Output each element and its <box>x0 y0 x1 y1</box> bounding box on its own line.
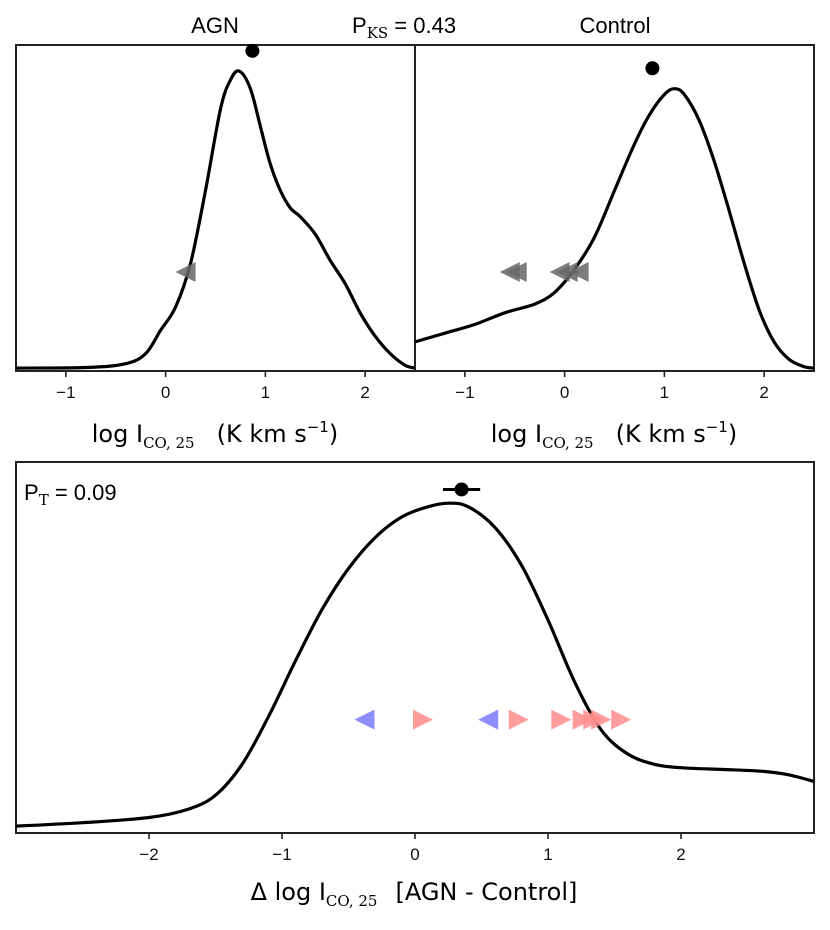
pks-label: P <box>352 13 367 38</box>
agn-panel-frame <box>15 44 416 372</box>
pt-subscript: T <box>39 491 49 509</box>
upper-limit-marker <box>354 709 375 730</box>
x-tick-label: 1 <box>261 383 270 402</box>
upper-limit-marker <box>611 709 632 730</box>
agn-panel: −1 0 1 2 <box>15 43 416 402</box>
median-point <box>454 482 469 497</box>
upper-limit-marker <box>506 262 527 283</box>
x-tick-label: −1 <box>272 845 291 864</box>
x-tick-label: 0 <box>161 383 170 402</box>
difference-xlabel: Δ log ICO, 25 [AGN - Control] <box>251 878 578 910</box>
density-curve <box>15 69 416 370</box>
median-point <box>245 43 260 58</box>
difference-panel: −2 −1 0 1 2 <box>15 461 815 864</box>
median-point <box>645 61 660 76</box>
density-curve <box>15 501 815 828</box>
x-tick-label: 1 <box>543 845 552 864</box>
pt-annotation: PT = 0.09 <box>24 480 117 509</box>
difference-panel-frame <box>15 461 815 834</box>
pks-annotation: PKS = 0.43 <box>352 13 456 42</box>
x-tick-label: −1 <box>56 383 75 402</box>
agn-panel-title: AGN <box>191 13 239 38</box>
upper-limit-marker <box>175 262 196 283</box>
upper-limit-marker <box>557 262 578 283</box>
upper-limit-marker <box>568 262 589 283</box>
upper-limit-marker <box>572 709 593 730</box>
pt-label: P <box>24 480 39 505</box>
upper-limit-marker <box>478 709 499 730</box>
pks-value: = 0.43 <box>388 13 456 38</box>
x-tick-label: 2 <box>759 383 768 402</box>
control-panel: −1 0 1 2 <box>414 44 815 402</box>
upper-limit-marker <box>551 709 572 730</box>
pt-value: = 0.09 <box>49 480 117 505</box>
x-tick-label: 0 <box>560 383 569 402</box>
x-tick-label: −1 <box>455 383 474 402</box>
upper-limit-marker <box>508 709 529 730</box>
x-tick-label: 0 <box>410 845 419 864</box>
control-panel-frame <box>414 44 815 372</box>
control-xlabel: log ICO, 25 (K km s−1) <box>491 418 737 452</box>
x-tick-label: −2 <box>139 845 158 864</box>
pks-subscript: KS <box>367 24 388 42</box>
x-tick-label: 2 <box>676 845 685 864</box>
agn-xlabel: log ICO, 25 (K km s−1) <box>92 418 338 452</box>
x-tick-label: 2 <box>360 383 369 402</box>
upper-limit-marker <box>591 709 612 730</box>
x-tick-label: 1 <box>660 383 669 402</box>
density-curve <box>414 87 815 370</box>
control-panel-title: Control <box>580 13 651 38</box>
upper-limit-marker <box>412 709 433 730</box>
